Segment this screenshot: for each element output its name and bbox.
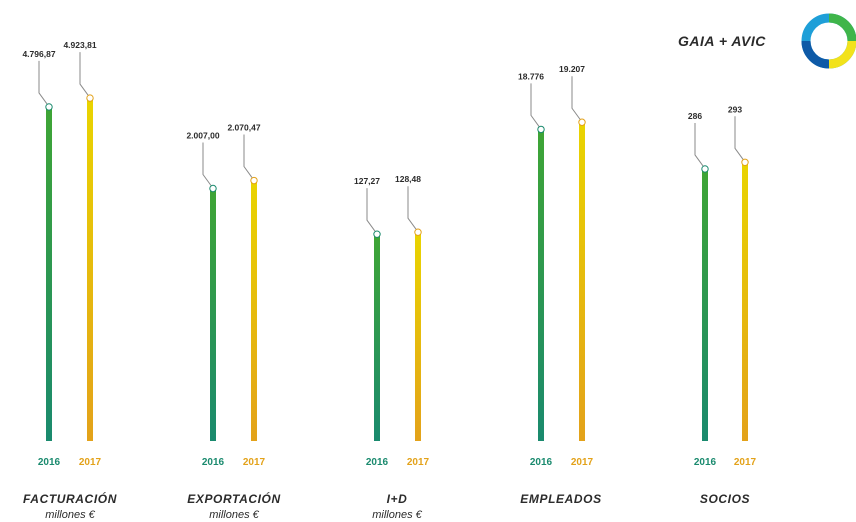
data-label: 4.796,87 bbox=[22, 49, 55, 59]
bar-2017 bbox=[579, 122, 585, 441]
gaia-ring-logo-icon bbox=[801, 13, 856, 69]
value-leader-line bbox=[366, 188, 376, 232]
chart-unit: millones € bbox=[45, 509, 95, 521]
bar-2017 bbox=[742, 162, 748, 442]
chart-unit: millones € bbox=[209, 509, 259, 521]
bar-2017 bbox=[251, 180, 257, 441]
data-label: 2.070,47 bbox=[227, 123, 260, 133]
value-leader-line bbox=[38, 60, 48, 105]
chart-title: EMPLEADOS bbox=[520, 492, 602, 506]
bar-cap-dot bbox=[86, 94, 94, 102]
bar-2016 bbox=[538, 129, 544, 441]
bar-cap-dot bbox=[414, 228, 422, 236]
chart-title: FACTURACIÓN bbox=[23, 492, 117, 506]
year-label-2016: 2016 bbox=[202, 457, 225, 468]
chart-title: SOCIOS bbox=[699, 492, 751, 506]
year-label-2016: 2016 bbox=[366, 457, 389, 468]
year-label-2017: 2017 bbox=[571, 457, 594, 468]
value-leader-line bbox=[530, 83, 540, 127]
bar-cap-dot bbox=[578, 118, 586, 126]
year-label-2017: 2017 bbox=[407, 457, 430, 468]
chart-unit: millones € bbox=[372, 509, 422, 521]
year-label-2016: 2016 bbox=[530, 457, 553, 468]
chart-title: EXPORTACIÓN bbox=[187, 492, 281, 506]
bar-2017 bbox=[415, 232, 421, 441]
year-label-2016: 2016 bbox=[38, 457, 61, 468]
bar-cap-dot bbox=[741, 158, 749, 166]
bar-cap-dot bbox=[701, 165, 709, 173]
bar-2017 bbox=[87, 98, 93, 442]
bar-cap-dot bbox=[537, 125, 545, 134]
value-leader-line bbox=[694, 122, 704, 167]
value-leader-line bbox=[407, 186, 417, 230]
year-label-2017: 2017 bbox=[734, 457, 757, 468]
data-label: 127,27 bbox=[354, 176, 380, 186]
data-label: 128,48 bbox=[395, 174, 421, 184]
year-label-2016: 2016 bbox=[694, 457, 717, 468]
value-leader-line bbox=[571, 76, 581, 120]
data-label: 2.007,00 bbox=[186, 131, 219, 141]
data-label: 293 bbox=[728, 104, 742, 114]
value-leader-line bbox=[79, 52, 89, 96]
data-label: 286 bbox=[688, 111, 702, 121]
brand-text: GAIA + AVIC bbox=[678, 33, 766, 49]
year-label-2017: 2017 bbox=[79, 457, 102, 468]
bar-2016 bbox=[46, 106, 52, 442]
chart-title: I+D bbox=[386, 492, 408, 506]
value-leader-line bbox=[243, 134, 253, 178]
data-label: 19.207 bbox=[559, 64, 585, 74]
value-leader-line bbox=[202, 142, 212, 186]
year-label-2017: 2017 bbox=[243, 457, 266, 468]
bar-cap-dot bbox=[45, 103, 53, 111]
bar-2016 bbox=[374, 234, 380, 441]
data-label: 18.776 bbox=[518, 71, 544, 81]
bar-2016 bbox=[702, 168, 708, 441]
bar-cap-dot bbox=[373, 230, 381, 238]
bar-cap-dot bbox=[209, 184, 217, 193]
bar-2016 bbox=[210, 188, 216, 441]
data-label: 4.923,81 bbox=[63, 40, 96, 50]
value-leader-line bbox=[734, 116, 744, 160]
bar-cap-dot bbox=[250, 176, 258, 185]
